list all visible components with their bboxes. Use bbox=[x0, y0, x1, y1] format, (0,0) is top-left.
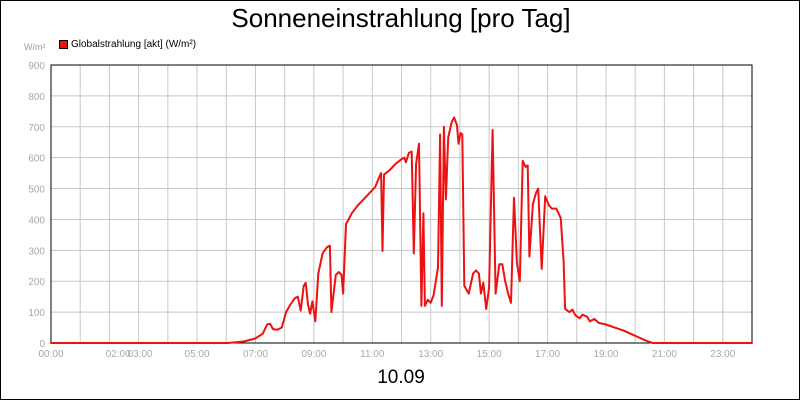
chart-title: Sonneneinstrahlung [pro Tag] bbox=[231, 3, 571, 33]
legend: Globalstrahlung [akt] (W/m²) bbox=[59, 39, 196, 50]
y-tick-label: 400 bbox=[28, 215, 45, 226]
x-tick-label: 09:00 bbox=[301, 349, 326, 360]
y-tick-label: 100 bbox=[28, 308, 45, 319]
x-tick-label: 15:00 bbox=[477, 349, 502, 360]
x-tick-label: 11:00 bbox=[360, 349, 385, 360]
y-tick-label: 600 bbox=[28, 154, 45, 165]
y-tick-label: 900 bbox=[28, 61, 45, 72]
y-tick-label: 0 bbox=[39, 339, 45, 350]
legend-label: Globalstrahlung [akt] (W/m²) bbox=[71, 39, 197, 50]
x-tick-label: 02:00 bbox=[106, 349, 131, 360]
x-tick-label: 19:00 bbox=[593, 349, 618, 360]
x-date-label: 10.09 bbox=[377, 367, 425, 388]
x-tick-label: 13:00 bbox=[418, 349, 443, 360]
y-tick-label: 300 bbox=[28, 246, 45, 257]
y-tick-label: 800 bbox=[28, 92, 45, 103]
x-tick-label: 17:00 bbox=[535, 349, 560, 360]
y-tick-label: 200 bbox=[28, 277, 45, 288]
series-line-globalstrahlung bbox=[50, 116, 753, 344]
x-tick-label: 23:00 bbox=[710, 349, 735, 360]
legend-swatch bbox=[59, 40, 68, 49]
x-tick-label: 05:00 bbox=[185, 349, 210, 360]
y-tick-label: 500 bbox=[28, 185, 45, 196]
x-tick-label: 21:00 bbox=[652, 349, 677, 360]
y-tick-label: 700 bbox=[28, 123, 45, 134]
y-unit-label: W/m² bbox=[24, 42, 46, 52]
x-tick-label: 00:00 bbox=[38, 349, 63, 360]
plot-border bbox=[50, 64, 753, 344]
x-tick-label: 03:00 bbox=[128, 349, 153, 360]
x-tick-label: 07:00 bbox=[243, 349, 268, 360]
